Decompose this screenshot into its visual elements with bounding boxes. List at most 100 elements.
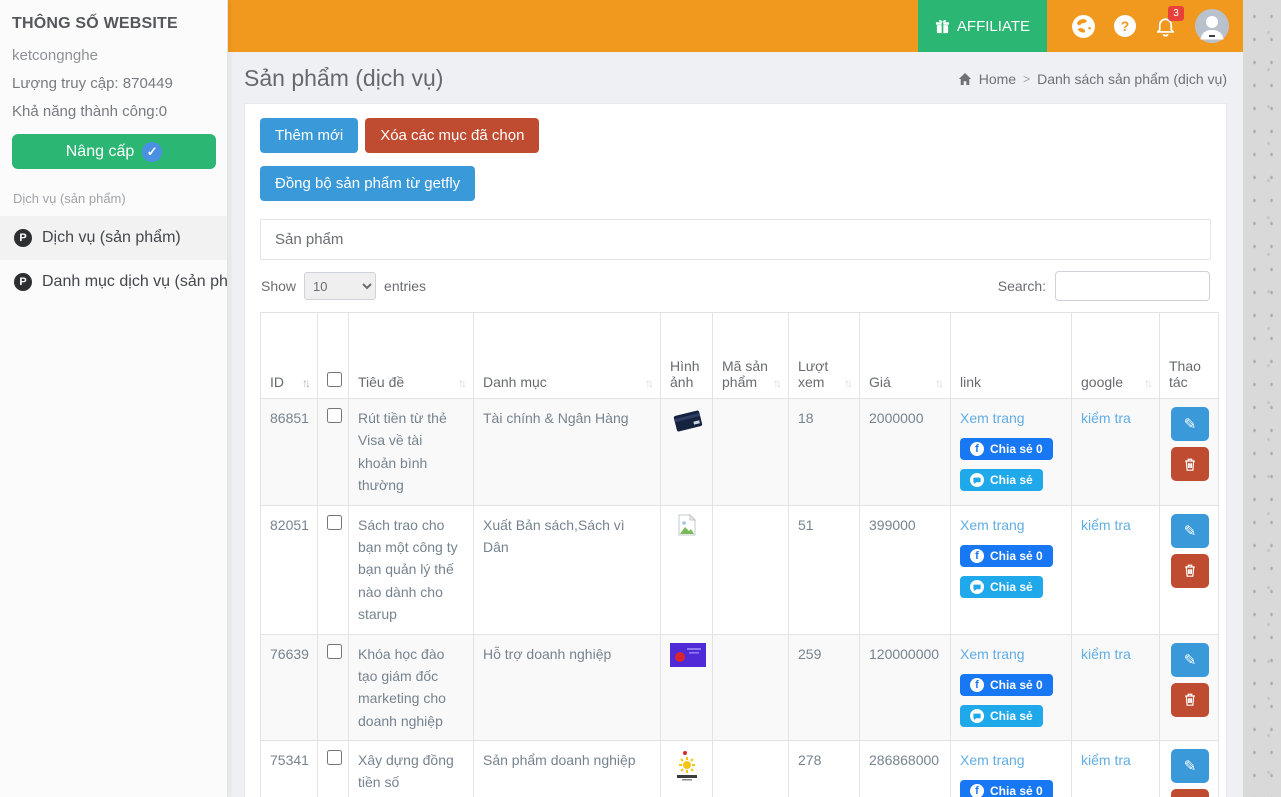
breadcrumb-home[interactable]: Home — [978, 70, 1017, 87]
facebook-share-button[interactable]: f Chia sẻ 0 — [960, 544, 1053, 567]
desktop-background-strip — [1243, 0, 1281, 797]
language-globe-icon[interactable] — [1071, 14, 1096, 39]
facebook-icon: f — [970, 548, 984, 563]
edit-button[interactable]: ✎ — [1171, 749, 1209, 784]
column-header-product-code[interactable]: Mã sản phẩm ↑↓ — [712, 312, 789, 399]
edit-button[interactable]: ✎ — [1171, 513, 1209, 548]
cell-id: 86851 — [260, 398, 318, 506]
zalo-icon — [970, 473, 984, 488]
delete-button[interactable] — [1171, 789, 1209, 797]
zalo-share-button[interactable]: Chia sẻ — [960, 469, 1043, 492]
delete-button[interactable] — [1171, 447, 1209, 481]
column-header-google[interactable]: google ↑↓ — [1071, 312, 1160, 399]
home-icon — [958, 72, 971, 85]
show-label: Show — [261, 278, 297, 294]
delete-selected-button[interactable]: Xóa các mục đã chọn — [365, 118, 540, 153]
credit-card-thumbnail — [673, 410, 703, 432]
notification-badge: 3 — [1168, 6, 1184, 21]
facebook-share-button[interactable]: f Chia sẻ 0 — [960, 780, 1053, 797]
google-check-link[interactable]: kiểm tra — [1081, 752, 1131, 769]
delete-button[interactable] — [1171, 682, 1209, 717]
column-header-price[interactable]: Giá ↑↓ — [859, 312, 951, 399]
product-icon: P — [14, 229, 32, 247]
view-page-link[interactable]: Xem trang — [960, 410, 1025, 426]
google-check-link[interactable]: kiểm tra — [1081, 645, 1131, 662]
facebook-share-button[interactable]: f Chia sẻ 0 — [960, 438, 1053, 461]
pencil-icon: ✎ — [1183, 651, 1197, 669]
course-banner-thumbnail — [670, 642, 706, 667]
sidebar-item-label: Danh mục dịch vụ (sản phẩm) — [42, 273, 227, 290]
trash-icon — [1185, 458, 1195, 471]
user-avatar[interactable] — [1195, 9, 1229, 43]
sort-icon: ↑↓ — [302, 376, 311, 390]
google-check-link[interactable]: kiểm tra — [1081, 410, 1131, 426]
facebook-share-button[interactable]: f Chia sẻ 0 — [960, 673, 1053, 696]
row-checkbox[interactable] — [327, 643, 342, 659]
cell-views: 278 — [788, 740, 860, 797]
column-header-title[interactable]: Tiêu đề ↑↓ — [348, 312, 474, 399]
cell-category: Sản phẩm doanh nghiệp — [473, 740, 661, 797]
column-header-views[interactable]: Lượt xem ↑↓ — [788, 312, 860, 399]
view-page-link[interactable]: Xem trang — [960, 645, 1025, 662]
row-checkbox[interactable] — [327, 514, 342, 530]
check-icon: ✓ — [142, 141, 163, 162]
cell-product-code — [712, 504, 789, 635]
search-input[interactable] — [1055, 271, 1210, 301]
sidebar-item-service-categories[interactable]: P Danh mục dịch vụ (sản phẩm) — [0, 260, 227, 304]
zalo-share-button[interactable]: Chia sẻ — [960, 704, 1043, 727]
cell-price: 120000000 — [859, 633, 951, 742]
cell-id: 76639 — [260, 633, 318, 742]
cell-views: 51 — [788, 504, 860, 635]
facebook-icon: f — [970, 784, 984, 797]
panel-header: Sản phẩm — [260, 219, 1211, 260]
sun-logo-thumbnail — [670, 749, 704, 784]
sort-icon: ↑↓ — [1144, 376, 1153, 390]
edit-button[interactable]: ✎ — [1171, 642, 1209, 677]
cell-title: Sách trao cho bạn một công ty bạn quản l… — [348, 504, 474, 635]
view-page-link[interactable]: Xem trang — [960, 516, 1025, 533]
pencil-icon: ✎ — [1183, 522, 1197, 540]
select-all-checkbox[interactable] — [327, 372, 342, 387]
cell-price: 399000 — [859, 504, 951, 635]
sidebar-section-label: Dịch vụ (sản phẩm) — [13, 191, 126, 206]
page-length-select[interactable]: 10 — [304, 272, 377, 300]
cell-category: Hỗ trợ doanh nghiệp — [473, 633, 661, 742]
row-checkbox[interactable] — [327, 408, 342, 423]
upgrade-button[interactable]: Nâng cấp ✓ — [12, 134, 216, 169]
column-header-select-all[interactable] — [317, 312, 349, 399]
column-header-id[interactable]: ID ↑↓ — [260, 312, 318, 399]
delete-button[interactable] — [1171, 553, 1209, 588]
affiliate-button[interactable]: AFFILIATE — [917, 0, 1047, 52]
add-new-button[interactable]: Thêm mới — [260, 118, 359, 153]
trash-icon — [1185, 564, 1195, 577]
sort-icon: ↑↓ — [645, 376, 654, 390]
column-header-category[interactable]: Danh mục ↑↓ — [473, 312, 661, 399]
cell-product-code — [712, 633, 789, 742]
sidebar-item-label: Dịch vụ (sản phẩm) — [42, 229, 181, 246]
upgrade-label: Nâng cấp — [65, 142, 135, 160]
cell-title: Xây dựng đồng tiền số Blockchain cho — [348, 740, 474, 797]
view-page-link[interactable]: Xem trang — [960, 752, 1025, 769]
table-row: 75341 Xây dựng đồng tiền số Blockchain c… — [260, 740, 1219, 797]
facebook-icon: f — [970, 677, 984, 692]
column-header-image: Hình ảnh — [660, 312, 713, 399]
cell-id: 75341 — [260, 740, 318, 797]
sort-icon: ↑↓ — [773, 376, 782, 390]
sync-getfly-button[interactable]: Đồng bộ sản phẩm từ getfly — [260, 166, 476, 201]
google-check-link[interactable]: kiểm tra — [1081, 516, 1131, 533]
sort-icon: ↑↓ — [458, 376, 467, 390]
zalo-share-button[interactable]: Chia sẻ — [960, 575, 1043, 598]
pencil-icon: ✎ — [1183, 758, 1197, 776]
row-checkbox[interactable] — [327, 750, 342, 766]
sidebar-item-services[interactable]: P Dịch vụ (sản phẩm) — [0, 216, 227, 260]
breadcrumb-separator: > — [1023, 71, 1031, 86]
notifications-bell-icon[interactable]: 3 — [1154, 6, 1184, 38]
cell-price: 2000000 — [859, 398, 951, 506]
column-header-actions: Thao tác — [1159, 312, 1219, 399]
search-label: Search: — [997, 278, 1046, 294]
edit-button[interactable]: ✎ — [1171, 407, 1209, 441]
main-content: Sản phẩm (dịch vụ) Home > Danh sách sản … — [228, 52, 1243, 797]
help-icon[interactable]: ? — [1114, 15, 1136, 37]
cell-product-code — [712, 740, 789, 797]
products-table: ID ↑↓ Tiêu đề ↑↓ Danh mục ↑↓ Hình ảnh Mã sả… — [260, 312, 1219, 797]
